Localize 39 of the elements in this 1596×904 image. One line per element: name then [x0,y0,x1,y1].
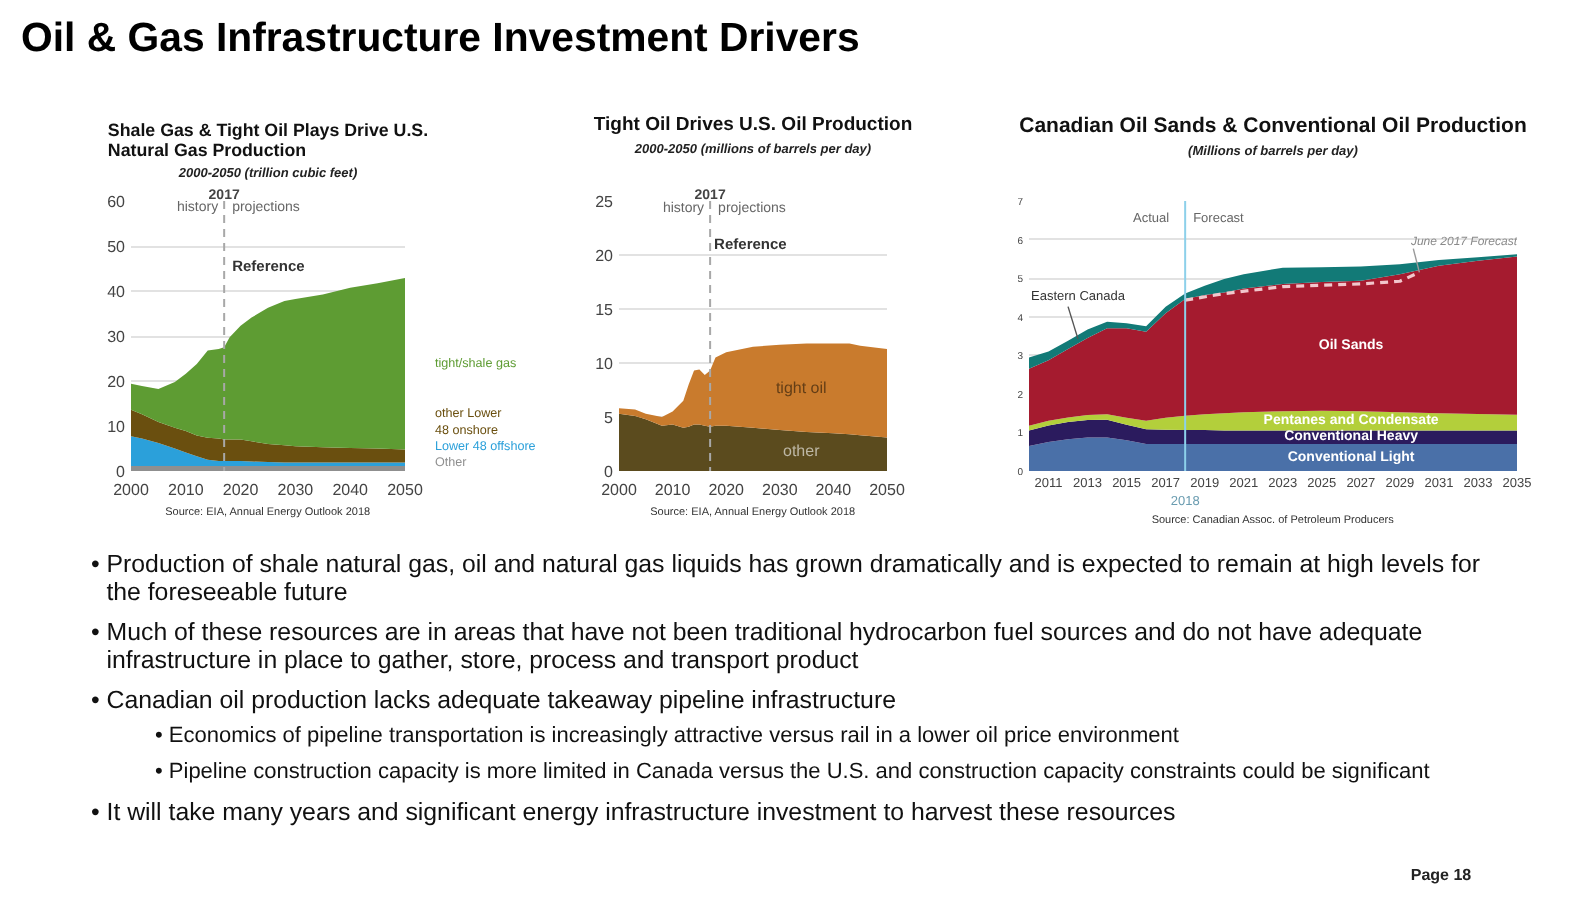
y-tick-label: 5 [604,409,615,427]
y-tick-label: 20 [595,247,615,265]
x-tick-label: 2030 [277,481,315,499]
x-tick-label: 2000 [113,481,150,499]
series-label: tight oil [775,378,828,397]
y-tick-label: 20 [107,373,127,391]
x-tick-label: 2010 [168,481,205,499]
x-tick-label: 2030 [762,481,799,499]
series-label: other [783,442,821,461]
y-tick-label: 15 [595,301,615,319]
y-tick-label: 30 [107,328,127,346]
chart-title: Shale Gas & Tight Oil Plays Drive U.S. Natural Gas Production [107,120,429,160]
x-tick-label: 2040 [332,481,370,499]
y-tick-label: 60 [107,193,127,211]
y-tick-label: 50 [107,238,127,256]
chart-title: Canadian Oil Sands & Conventional Oil Production [1019,114,1527,138]
y-tick-label: 0 [116,463,127,481]
x-tick-label: 2050 [387,481,424,499]
x-tick-label: 2000 [601,481,638,499]
x-tick-label: 2010 [654,481,692,499]
chart-title: Tight Oil Drives U.S. Oil Production [593,114,913,136]
text: • Economics of pipeline transportation is increasingly attractive versus rail in a lower oil price environment [155,724,1179,748]
text: • Production of shale natural gas, oil and natural gas liquids has grown dramatically and is expected to remain at high levels for the foreseeable future [91,550,1480,606]
x-tick-label: 2020 [222,481,260,499]
y-tick-label: 25 [595,193,615,211]
line-series [1183,270,1421,302]
text: • It will take many years and significant energy infrastructure investment to harvest these resources [91,798,1176,826]
x-tick-label: 2020 [708,481,746,499]
x-tick-label: 2040 [815,481,853,499]
text: Oil & Gas Infrastructure Investment Drivers [21,17,860,61]
y-tick-label: 40 [107,283,127,301]
text: Page 18 [1410,866,1473,884]
y-tick-label: 0 [604,463,615,481]
text: • Much of these resources are in areas that have not been traditional hydrocarbon fuel sources and do not have adequate infrastructure in place to gather, store, process and transport product [91,618,1423,674]
y-tick-label: 10 [107,418,127,436]
y-tick-label: 10 [595,355,615,373]
x-tick-label: 2050 [869,481,906,499]
text: • Pipeline construction capacity is more limited in Canada versus the U.S. and construction capacity constraints could be significant [155,760,1430,784]
text: • Canadian oil production lacks adequate takeaway pipeline infrastructure [91,686,897,714]
